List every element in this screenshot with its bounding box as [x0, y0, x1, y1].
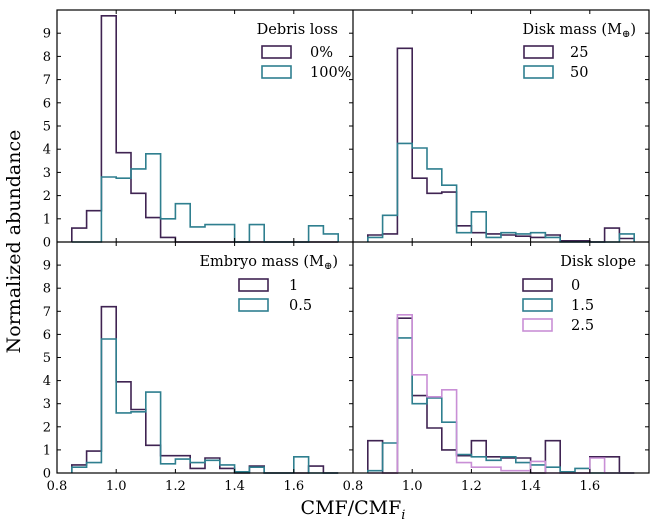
legend-title-subscript: ⊕: [324, 261, 332, 272]
ytick-label-row1-3: 3: [43, 397, 51, 412]
xtick-label-left-0: 0.8: [47, 479, 68, 494]
hist-top-left-series-0: [71, 15, 339, 243]
legend-label-top-left-1: 100%: [310, 65, 351, 81]
x-axis-label-main: CMF/CMF: [301, 497, 402, 519]
legend-title-bottom-right: Disk slope: [560, 254, 636, 270]
ytick-label-row1-2: 2: [43, 420, 51, 435]
xtick-label-right-1: 1.2: [461, 479, 482, 494]
xtick-label-right-3: 1.6: [579, 479, 600, 494]
legend-title-end: ): [630, 22, 636, 38]
ytick-label-row0-7: 7: [43, 73, 51, 88]
x-axis-label: CMF/CMFi: [301, 497, 406, 523]
ytick-label-row1-6: 6: [43, 328, 51, 343]
hist-top-left-series-1: [71, 153, 339, 243]
ytick-label-row0-0: 0: [43, 236, 51, 251]
legend-title-subscript: ⊕: [622, 29, 630, 40]
hist-top-right-series-1: [367, 142, 635, 243]
ytick-label-row0-3: 3: [43, 166, 51, 181]
legend-swatch-bottom-left-1: [238, 298, 269, 312]
legend-label-top-left-0: 0%: [310, 45, 333, 61]
hist-bottom-right-series-0: [367, 317, 635, 474]
ytick-label-row1-7: 7: [43, 305, 51, 320]
xtick-label-left-3: 1.4: [224, 479, 245, 494]
legend-title-end: ): [332, 254, 338, 270]
ytick-label-row0-9: 9: [43, 27, 51, 42]
ytick-label-row0-2: 2: [43, 189, 51, 204]
legend-label-bottom-left-1: 0.5: [289, 298, 312, 314]
ytick-label-row1-4: 4: [43, 374, 51, 389]
ytick-label-row1-8: 8: [43, 282, 51, 297]
legend-title-text: Disk slope: [560, 254, 636, 270]
xtick-label-left-2: 1.2: [165, 479, 186, 494]
legend-label-top-right-0: 25: [570, 45, 588, 61]
ytick-label-row1-5: 5: [43, 351, 51, 366]
hist-bottom-left-series-1: [71, 338, 339, 474]
legend-title-text: Debris loss: [257, 22, 338, 38]
ytick-label-row1-9: 9: [43, 259, 51, 274]
legend-swatch-top-left-0: [261, 45, 292, 59]
legend-title-text: Embryo mass (M: [199, 254, 324, 270]
ytick-label-row1-1: 1: [43, 443, 51, 458]
xtick-label-left-4: 1.6: [283, 479, 304, 494]
legend-swatch-top-right-0: [523, 45, 554, 59]
x-axis-label-subscript: i: [401, 508, 405, 523]
hist-bottom-right-series-1: [367, 337, 635, 474]
ytick-label-row0-8: 8: [43, 50, 51, 65]
ytick-label-row1-0: 0: [43, 467, 51, 482]
legend-label-bottom-right-1: 1.5: [571, 298, 594, 314]
xtick-label-right-2: 1.4: [520, 479, 541, 494]
legend-swatch-bottom-left-0: [238, 278, 269, 292]
ytick-label-row0-1: 1: [43, 212, 51, 227]
ytick-label-row0-4: 4: [43, 143, 51, 158]
ytick-label-row0-5: 5: [43, 120, 51, 135]
xtick-label-left-5: 0.8: [343, 479, 364, 494]
legend-title-bottom-left: Embryo mass (M⊕): [199, 254, 338, 272]
legend-swatch-bottom-right-1: [522, 298, 553, 312]
legend-label-bottom-right-2: 2.5: [571, 318, 594, 334]
xtick-label-right-0: 1.0: [402, 479, 423, 494]
legend-title-top-right: Disk mass (M⊕): [522, 22, 636, 40]
hist-bottom-left-series-0: [71, 305, 339, 474]
ytick-label-row0-6: 6: [43, 96, 51, 111]
legend-swatch-top-left-1: [261, 65, 292, 79]
y-axis-label: Normalized abundance: [3, 130, 25, 354]
legend-title-text: Disk mass (M: [522, 22, 622, 38]
legend-swatch-top-right-1: [523, 65, 554, 79]
xtick-label-left-1: 1.0: [106, 479, 127, 494]
legend-label-bottom-right-0: 0: [571, 278, 580, 294]
legend-label-top-right-1: 50: [570, 65, 588, 81]
legend-swatch-bottom-right-0: [522, 278, 553, 292]
hist-top-right-series-0: [367, 47, 635, 243]
legend-swatch-bottom-right-2: [522, 318, 553, 332]
legend-label-bottom-left-0: 1: [289, 278, 298, 294]
legend-title-top-left: Debris loss: [257, 22, 338, 38]
